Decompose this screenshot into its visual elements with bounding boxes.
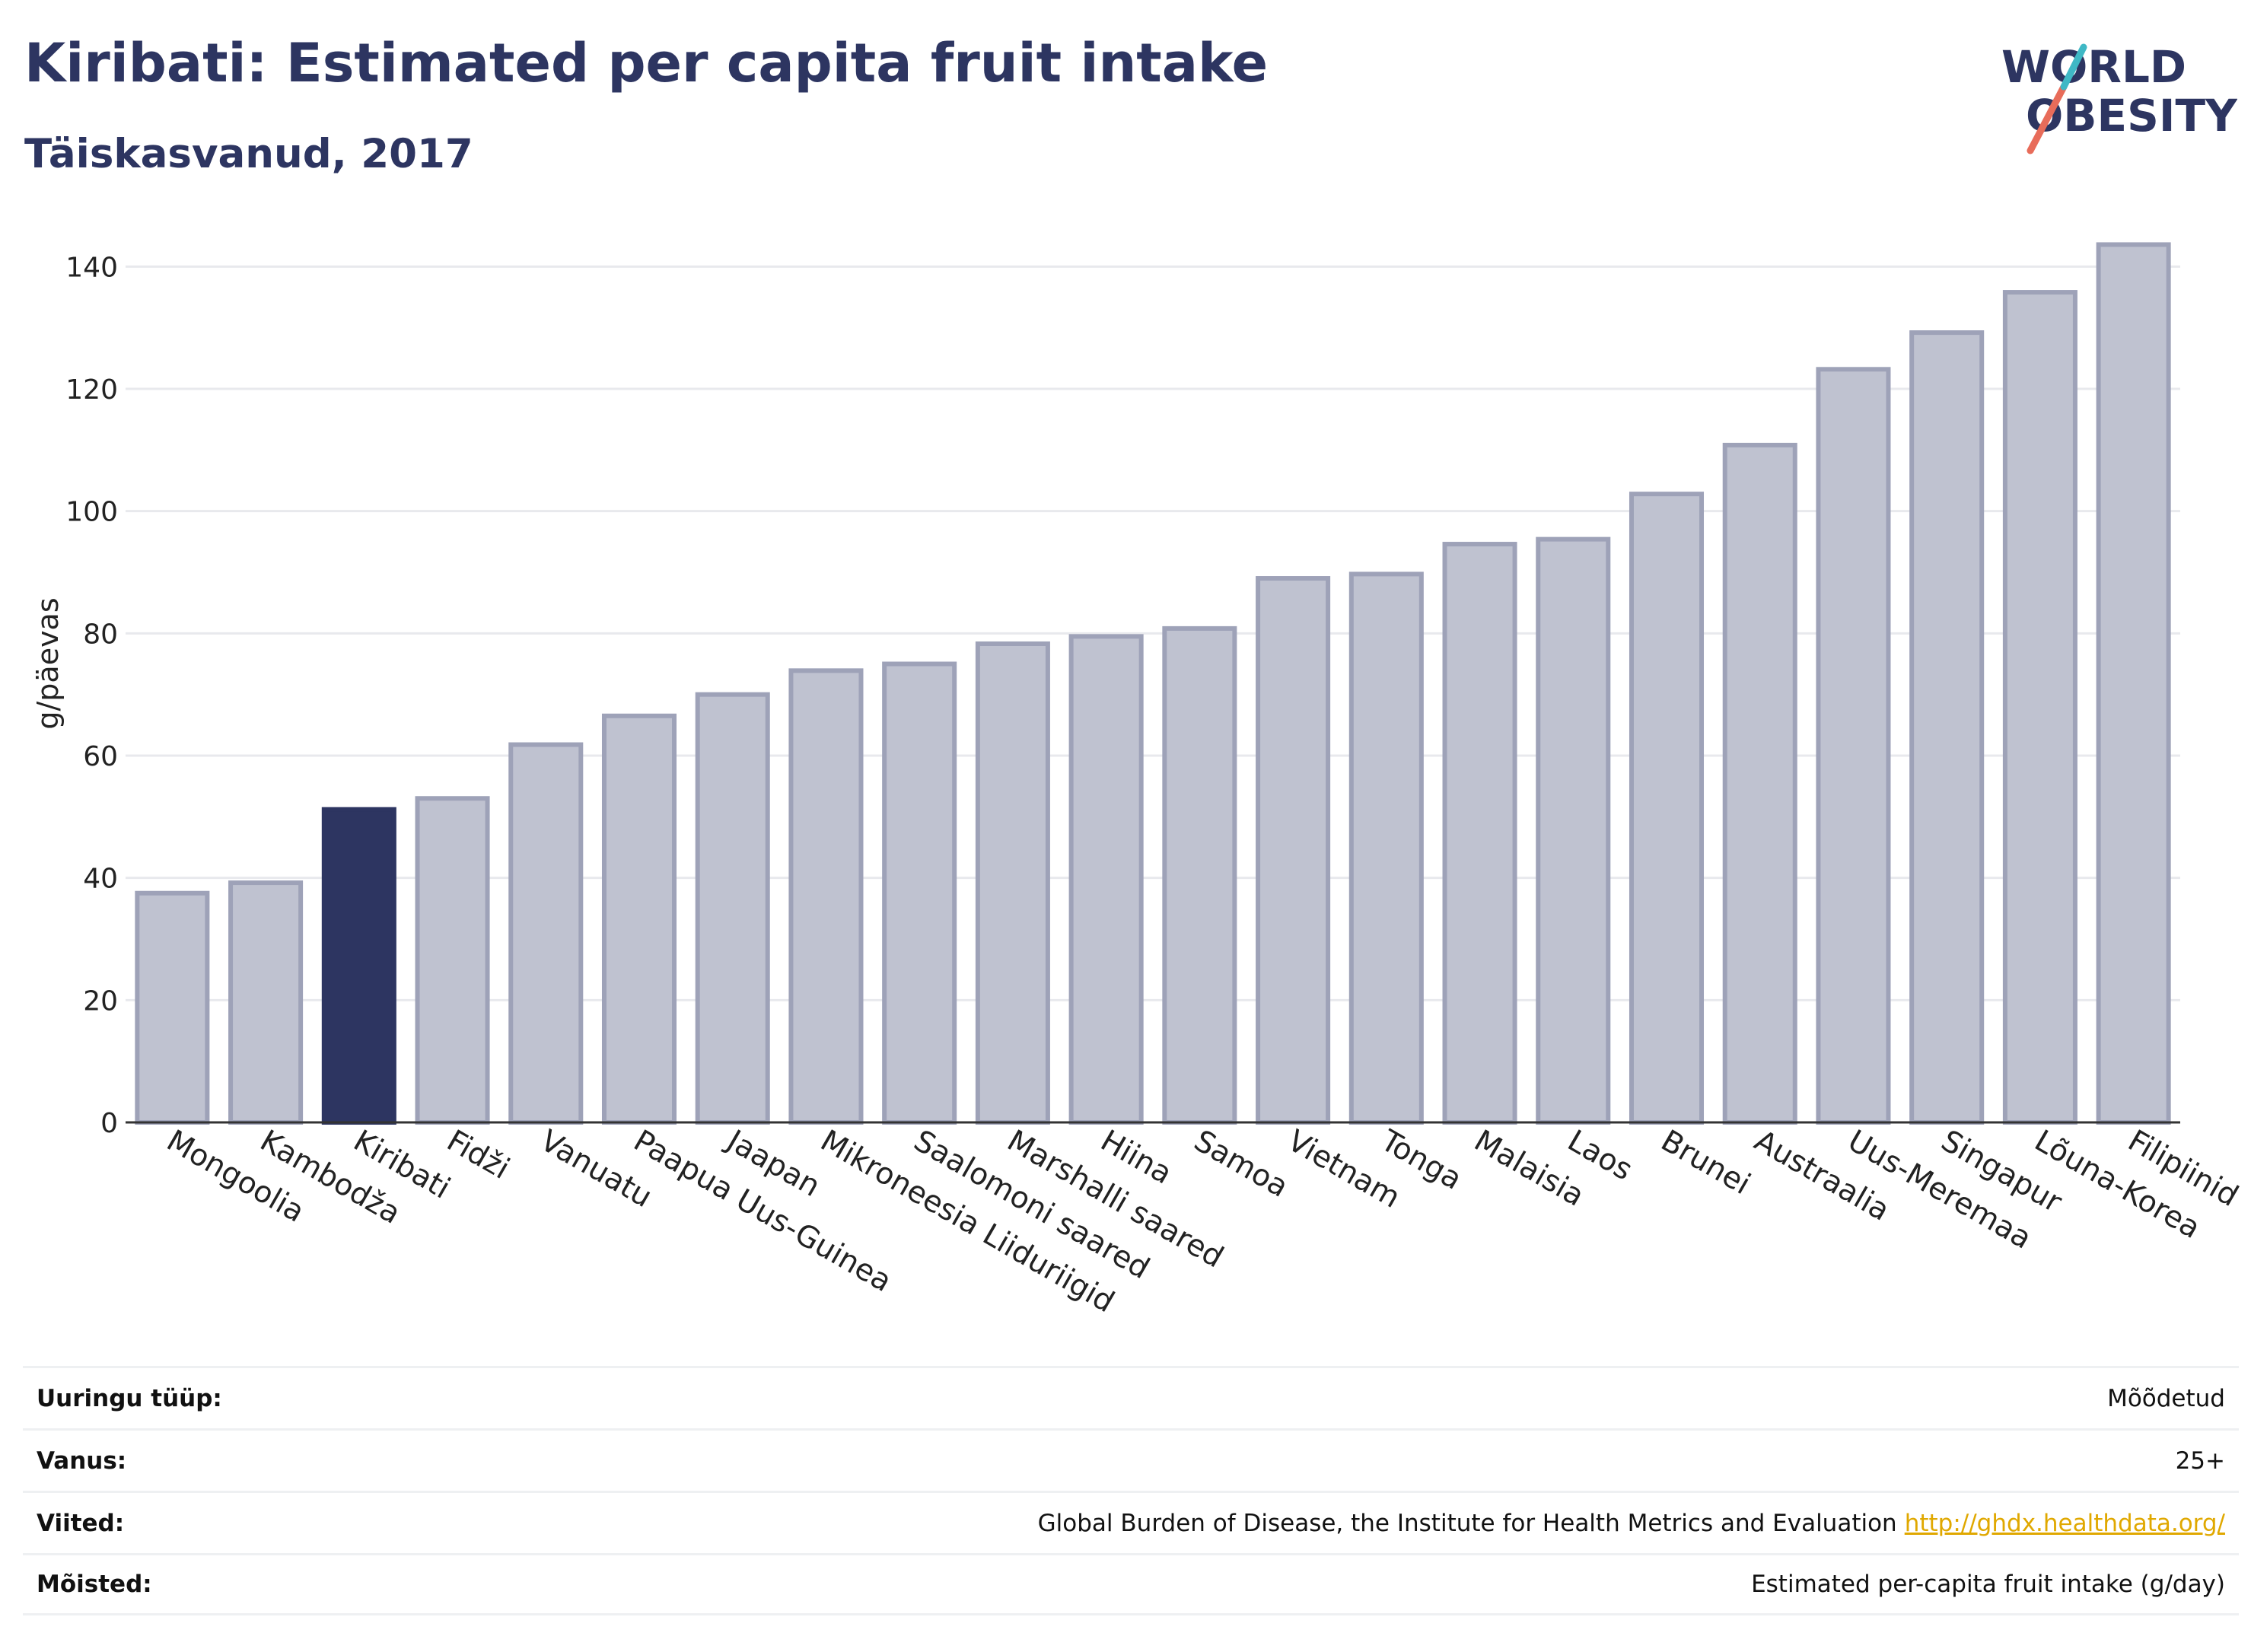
bar-mikroneesia-liiduriigid bbox=[788, 668, 864, 1125]
y-tick-label: 120 bbox=[65, 374, 118, 406]
meta-value: Mõõdetud bbox=[2107, 1384, 2225, 1412]
meta-label: Mõisted: bbox=[37, 1571, 152, 1598]
y-tick-label: 0 bbox=[100, 1108, 118, 1139]
y-tick-label: 40 bbox=[83, 864, 118, 895]
bar-vanuatu bbox=[508, 742, 584, 1125]
world-obesity-logo: WORLD OBESITY bbox=[2001, 41, 2237, 154]
bar-paapua-uus-guinea bbox=[601, 713, 677, 1125]
logo-word-1: WORLD bbox=[2001, 41, 2186, 93]
y-tick-label: 140 bbox=[65, 252, 118, 283]
y-axis-title: g/päevas bbox=[31, 597, 65, 729]
chart-title: Kiribati: Estimated per capita fruit int… bbox=[24, 32, 1269, 94]
meta-value: Estimated per-capita fruit intake (g/day… bbox=[1751, 1571, 2225, 1598]
meta-row-survey-type: Uuringu tüüp: Mõõdetud bbox=[23, 1366, 2239, 1428]
y-tick-label: 80 bbox=[83, 619, 118, 650]
bar-tonga bbox=[1348, 571, 1424, 1125]
reference-link[interactable]: http://ghdx.healthdata.org/ bbox=[1904, 1509, 2225, 1537]
bar-hiina bbox=[1068, 634, 1144, 1125]
meta-value: Global Burden of Disease, the Institute … bbox=[1037, 1509, 1897, 1537]
metadata-table: Uuringu tüüp: Mõõdetud Vanus: 25+ Viited… bbox=[23, 1366, 2239, 1615]
bar-vietnam bbox=[1256, 576, 1331, 1125]
bar-singapur bbox=[1909, 330, 1985, 1125]
bar-malaisia bbox=[1442, 542, 1517, 1125]
meta-row-references: Viited: Global Burden of Disease, the In… bbox=[23, 1491, 2239, 1553]
bar-kiribati bbox=[321, 807, 396, 1125]
bar-filipiinid bbox=[2096, 242, 2171, 1125]
x-tick-label: Samoa bbox=[1188, 1124, 1294, 1205]
meta-value-group: Global Burden of Disease, the Institute … bbox=[1038, 1510, 2225, 1537]
bar-layer bbox=[135, 242, 2171, 1125]
meta-label: Uuringu tüüp: bbox=[37, 1384, 222, 1412]
bar-laos bbox=[1536, 536, 1611, 1125]
bar-samoa bbox=[1162, 625, 1237, 1125]
logo-slash-coral bbox=[2027, 83, 2068, 154]
bar-brunei bbox=[1629, 492, 1705, 1125]
bar-mongoolia bbox=[135, 890, 210, 1125]
x-tick-label: Brunei bbox=[1655, 1124, 1756, 1202]
meta-row-age: Vanus: 25+ bbox=[23, 1428, 2239, 1491]
meta-row-definitions: Mõisted: Estimated per-capita fruit inta… bbox=[23, 1553, 2239, 1615]
y-tick-label: 20 bbox=[83, 985, 118, 1017]
bar-l-una-korea bbox=[2002, 290, 2077, 1125]
bar-jaapan bbox=[695, 692, 770, 1125]
meta-label: Viited: bbox=[37, 1509, 125, 1537]
bar-marshalli-saared bbox=[975, 641, 1050, 1125]
bar-uus-meremaa bbox=[1816, 367, 1891, 1125]
y-tick-label: 60 bbox=[83, 741, 118, 772]
meta-value: 25+ bbox=[2175, 1447, 2225, 1475]
meta-label: Vanus: bbox=[37, 1447, 127, 1475]
bar-fid-i bbox=[415, 796, 490, 1125]
bar-saalomoni-saared bbox=[882, 661, 957, 1125]
bar-chart: 020406080100120140MongooliaKambodžaKirib… bbox=[31, 242, 2244, 1319]
bar-kambod-a bbox=[228, 880, 304, 1125]
logo-slash-teal bbox=[2060, 43, 2087, 91]
bar-austraalia bbox=[1722, 442, 1797, 1125]
y-tick-label: 100 bbox=[65, 497, 118, 528]
chart-subtitle: Täiskasvanud, 2017 bbox=[24, 131, 473, 177]
